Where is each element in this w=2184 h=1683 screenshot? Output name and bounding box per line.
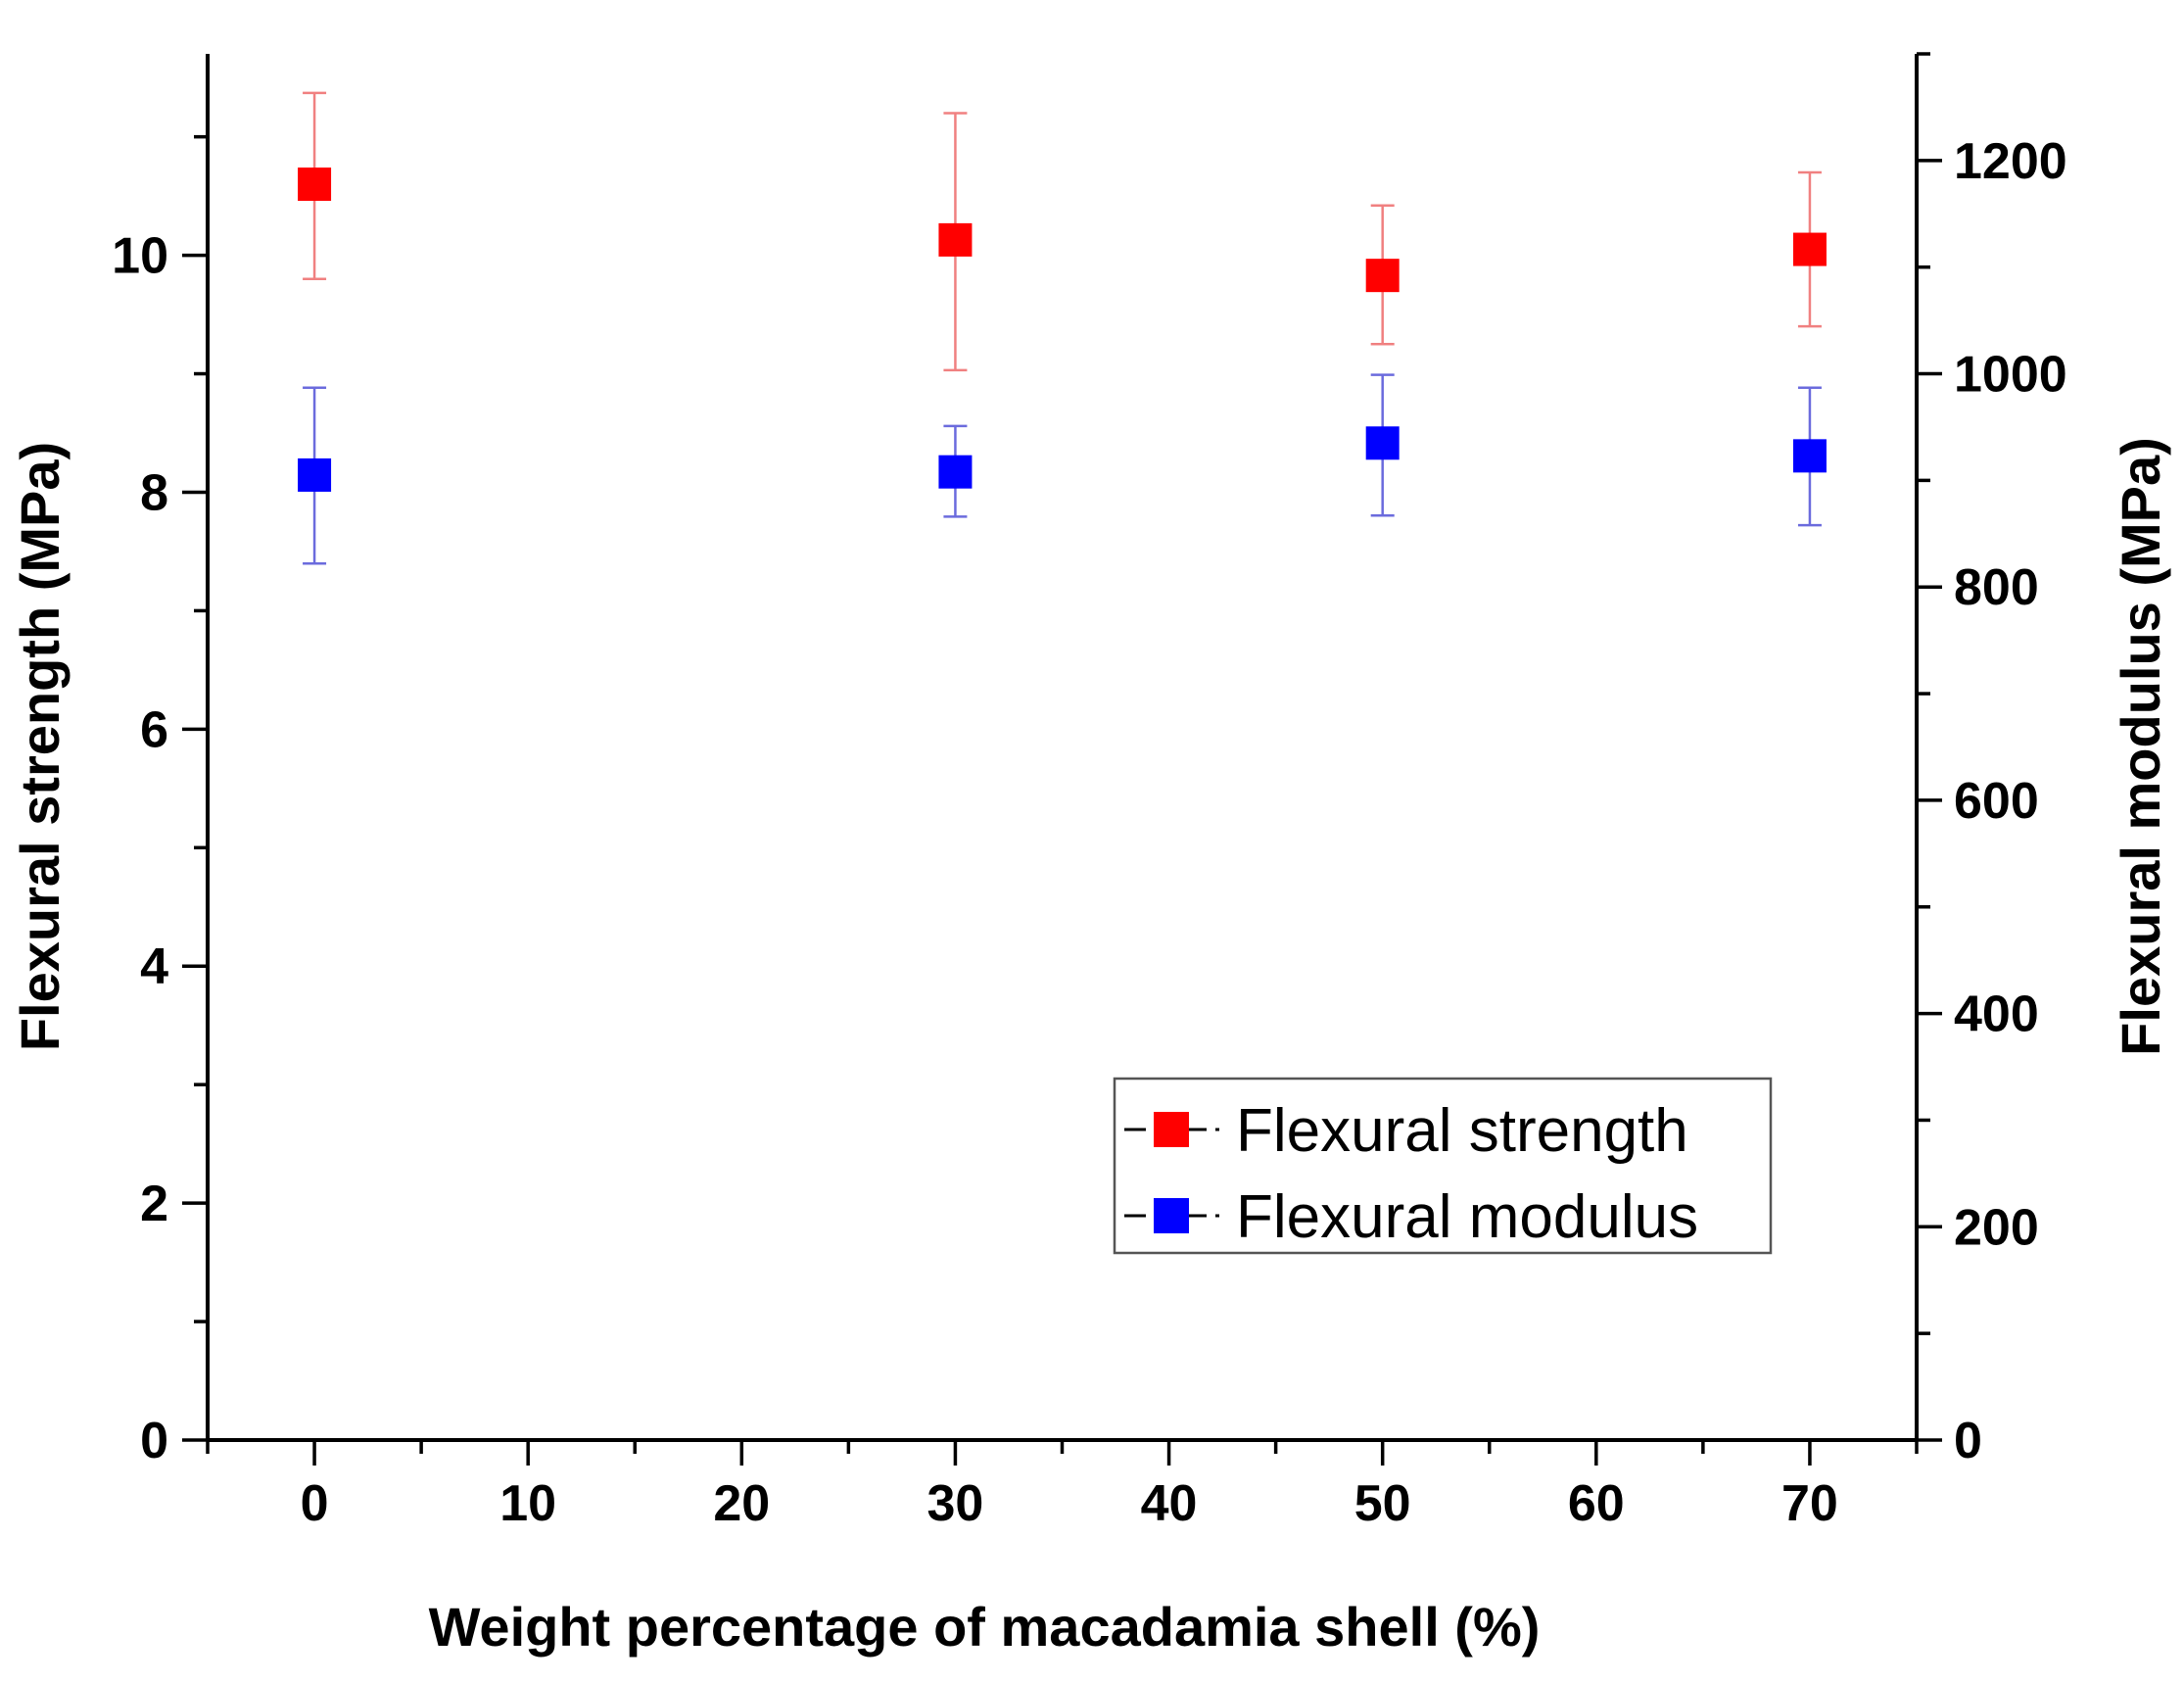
flexural-strength-series <box>298 91 1827 372</box>
left-y-tick-label: 4 <box>140 938 168 995</box>
flexural-modulus-marker <box>938 455 973 489</box>
x-tick-label: 30 <box>927 1475 984 1532</box>
right-y-axis-title: Flexural modulus (MPa) <box>2110 437 2171 1056</box>
flexural-strength-marker <box>1792 232 1827 266</box>
flexural-modulus-marker <box>298 457 332 492</box>
flexural-modulus-marker <box>1792 439 1827 473</box>
right-y-tick-label: 800 <box>1954 559 2039 616</box>
right-y-axis-ticks: 0 200 400 600 800 1000 1200 <box>1917 52 2067 1469</box>
x-tick-label: 50 <box>1354 1475 1411 1532</box>
x-tick-label: 20 <box>713 1475 770 1532</box>
flexural-modulus-marker <box>1365 426 1400 460</box>
x-tick-label: 10 <box>499 1475 556 1532</box>
x-tick-label: 40 <box>1141 1475 1198 1532</box>
left-y-axis-title: Flexural strength (MPa) <box>9 442 71 1051</box>
right-y-tick-label: 400 <box>1954 986 2039 1043</box>
legend-modulus-label: Flexural modulus <box>1236 1183 1698 1251</box>
x-axis-ticks: 0 10 20 30 40 50 60 70 <box>206 1440 1919 1532</box>
right-y-tick-label: 0 <box>1954 1413 1982 1469</box>
flexural-strength-marker <box>938 222 973 257</box>
x-tick-label: 0 <box>301 1475 329 1532</box>
left-y-tick-label: 10 <box>112 228 168 285</box>
left-y-tick-label: 6 <box>140 701 168 758</box>
x-tick-label: 60 <box>1568 1475 1625 1532</box>
left-y-tick-label: 2 <box>140 1176 168 1232</box>
right-y-tick-label: 200 <box>1954 1199 2039 1256</box>
right-y-tick-label: 600 <box>1954 773 2039 830</box>
legend-strength-marker <box>1154 1112 1189 1147</box>
legend-modulus-marker <box>1154 1198 1189 1233</box>
flexural-strength-marker <box>1365 259 1400 293</box>
right-y-tick-label: 1200 <box>1954 133 2067 190</box>
series-layer <box>298 91 1827 565</box>
x-tick-label: 70 <box>1781 1475 1838 1532</box>
left-y-axis-ticks: 0 2 4 6 8 10 <box>112 134 208 1469</box>
flexural-modulus-series <box>298 373 1827 565</box>
legend: Flexural strength Flexural modulus <box>1113 1077 1773 1255</box>
left-y-tick-label: 8 <box>140 464 168 521</box>
right-y-tick-label: 1000 <box>1954 347 2067 404</box>
flexural-strength-marker <box>298 168 332 202</box>
legend-strength-label: Flexural strength <box>1236 1097 1688 1165</box>
left-y-tick-label: 0 <box>140 1413 168 1469</box>
legend-box <box>1113 1077 1773 1255</box>
x-axis-title: Weight percentage of macadamia shell (%) <box>429 1596 1541 1658</box>
